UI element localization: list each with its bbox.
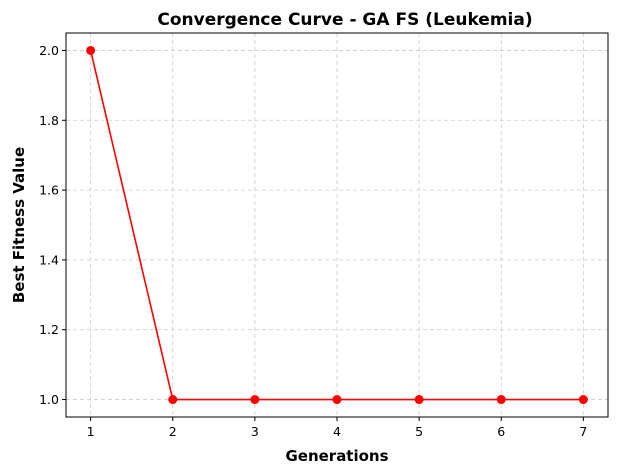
y-axis-label: Best Fitness Value (10, 147, 28, 303)
y-axis-ticks: 1.0 1.2 1.4 1.6 1.8 2.0 (39, 43, 66, 407)
x-tick-label: 2 (169, 424, 177, 439)
data-point (414, 395, 424, 405)
y-tick-label: 1.0 (39, 392, 59, 407)
data-point (86, 45, 96, 55)
x-tick-label: 3 (251, 424, 259, 439)
data-point (168, 395, 178, 405)
y-tick-label: 1.6 (39, 183, 59, 198)
data-point (250, 395, 260, 405)
x-axis-ticks: 1 2 3 4 5 6 7 (87, 417, 587, 439)
grid-lines (66, 33, 608, 417)
x-tick-label: 4 (333, 424, 341, 439)
x-tick-label: 7 (579, 424, 587, 439)
y-tick-label: 1.4 (39, 252, 59, 267)
y-tick-label: 2.0 (39, 43, 59, 58)
chart-title: Convergence Curve - GA FS (Leukemia) (157, 10, 532, 30)
data-point (332, 395, 342, 405)
x-tick-label: 5 (415, 424, 423, 439)
x-tick-label: 6 (497, 424, 505, 439)
data-point (496, 395, 506, 405)
y-tick-label: 1.2 (39, 322, 59, 337)
x-axis-label: Generations (285, 447, 388, 465)
data-point (578, 395, 588, 405)
series-layer (86, 45, 588, 405)
x-tick-label: 1 (87, 424, 95, 439)
y-tick-label: 1.8 (39, 113, 59, 128)
